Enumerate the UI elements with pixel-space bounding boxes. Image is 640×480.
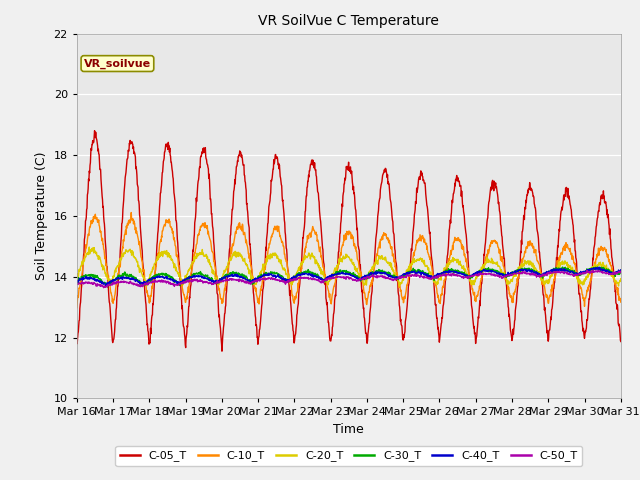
X-axis label: Time: Time — [333, 423, 364, 436]
Line: C-10_T: C-10_T — [77, 213, 621, 308]
C-05_T — [434, 326, 442, 332]
C-30_T — [73, 279, 81, 285]
C-40_T — [195, 274, 202, 279]
C-10_T — [434, 291, 442, 297]
C-50_T — [255, 277, 263, 283]
C-05_T — [181, 335, 189, 340]
C-30_T — [181, 278, 189, 284]
C-20_T — [505, 281, 513, 287]
Line: C-50_T: C-50_T — [77, 270, 621, 288]
Line: C-40_T: C-40_T — [77, 267, 621, 286]
Legend: C-05_T, C-10_T, C-20_T, C-30_T, C-40_T, C-50_T: C-05_T, C-10_T, C-20_T, C-30_T, C-40_T, … — [115, 446, 582, 466]
C-30_T — [434, 273, 442, 279]
C-05_T — [195, 178, 202, 184]
C-20_T — [396, 283, 403, 289]
C-20_T — [195, 252, 202, 258]
Line: C-20_T: C-20_T — [77, 247, 621, 286]
C-50_T — [617, 269, 625, 275]
C-50_T — [73, 282, 81, 288]
C-20_T — [434, 281, 442, 287]
C-05_T — [91, 128, 99, 133]
C-50_T — [553, 269, 561, 275]
C-40_T — [434, 271, 442, 276]
C-30_T — [505, 272, 513, 278]
C-40_T — [596, 264, 604, 270]
Line: C-05_T: C-05_T — [77, 131, 621, 351]
C-30_T — [553, 265, 561, 271]
C-10_T — [255, 301, 263, 307]
C-30_T — [617, 269, 625, 275]
C-10_T — [505, 284, 513, 290]
C-40_T — [73, 278, 81, 284]
C-20_T — [617, 276, 625, 281]
C-30_T — [594, 264, 602, 270]
C-10_T — [127, 210, 135, 216]
C-50_T — [505, 273, 513, 278]
C-10_T — [195, 232, 202, 238]
C-40_T — [102, 283, 109, 288]
Title: VR SoilVue C Temperature: VR SoilVue C Temperature — [259, 14, 439, 28]
C-20_T — [181, 276, 189, 281]
C-50_T — [434, 273, 442, 279]
C-40_T — [505, 271, 513, 277]
C-30_T — [195, 271, 202, 277]
C-40_T — [553, 266, 561, 272]
C-40_T — [255, 275, 263, 281]
C-05_T — [255, 327, 263, 333]
C-05_T — [617, 338, 625, 344]
C-05_T — [218, 348, 226, 354]
C-05_T — [73, 339, 81, 345]
C-20_T — [73, 271, 81, 277]
C-50_T — [181, 280, 189, 286]
C-05_T — [505, 313, 513, 319]
C-50_T — [195, 278, 202, 284]
C-50_T — [589, 267, 596, 273]
C-30_T — [104, 284, 111, 290]
Text: VR_soilvue: VR_soilvue — [84, 59, 151, 69]
Y-axis label: Soil Temperature (C): Soil Temperature (C) — [35, 152, 48, 280]
C-10_T — [553, 268, 561, 274]
C-40_T — [181, 276, 189, 282]
Line: C-30_T: C-30_T — [77, 267, 621, 287]
C-40_T — [617, 267, 625, 273]
C-30_T — [255, 277, 263, 283]
C-10_T — [73, 305, 81, 311]
C-20_T — [85, 244, 93, 250]
C-10_T — [181, 296, 189, 302]
C-50_T — [100, 285, 108, 290]
C-20_T — [255, 273, 263, 279]
C-10_T — [617, 299, 625, 305]
C-20_T — [553, 265, 561, 271]
C-05_T — [553, 257, 561, 263]
